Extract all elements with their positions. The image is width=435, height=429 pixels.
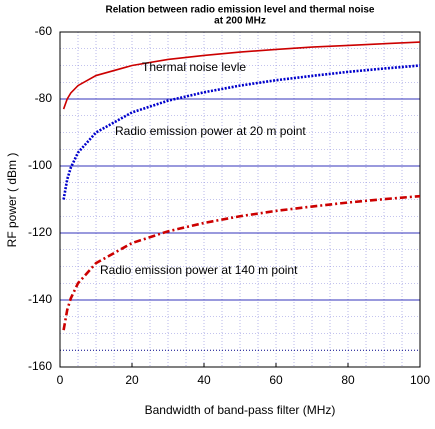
series-line <box>62 64 421 200</box>
x-tick-label: 100 <box>410 373 430 387</box>
plot-frame <box>59 31 421 368</box>
series-label: Radio emission power at 140 m point <box>100 263 298 277</box>
y-tick-label: -100 <box>28 158 52 172</box>
y-axis-label: RF power ( dBm ) <box>5 153 19 248</box>
x-tick-label: 80 <box>341 373 355 387</box>
y-tick-label: -80 <box>35 91 53 105</box>
series-label: Radio emission power at 20 m point <box>115 124 306 138</box>
chart-title: Relation between radio emission level an… <box>106 5 375 16</box>
x-tick-label: 0 <box>57 373 64 387</box>
x-tick-label: 40 <box>197 373 211 387</box>
x-tick-label: 60 <box>269 373 283 387</box>
x-tick-label: 20 <box>125 373 139 387</box>
y-tick-label: -120 <box>28 225 52 239</box>
series-label: Thermal noise levle <box>142 60 246 74</box>
x-axis-label: Bandwidth of band-pass filter (MHz) <box>145 403 336 417</box>
y-tick-label: -160 <box>28 359 52 373</box>
series-line <box>62 194 421 331</box>
series-line <box>62 41 421 110</box>
y-tick-label: -140 <box>28 292 52 306</box>
y-tick-label: -60 <box>35 24 53 38</box>
chart-title: at 200 MHz <box>214 16 266 27</box>
